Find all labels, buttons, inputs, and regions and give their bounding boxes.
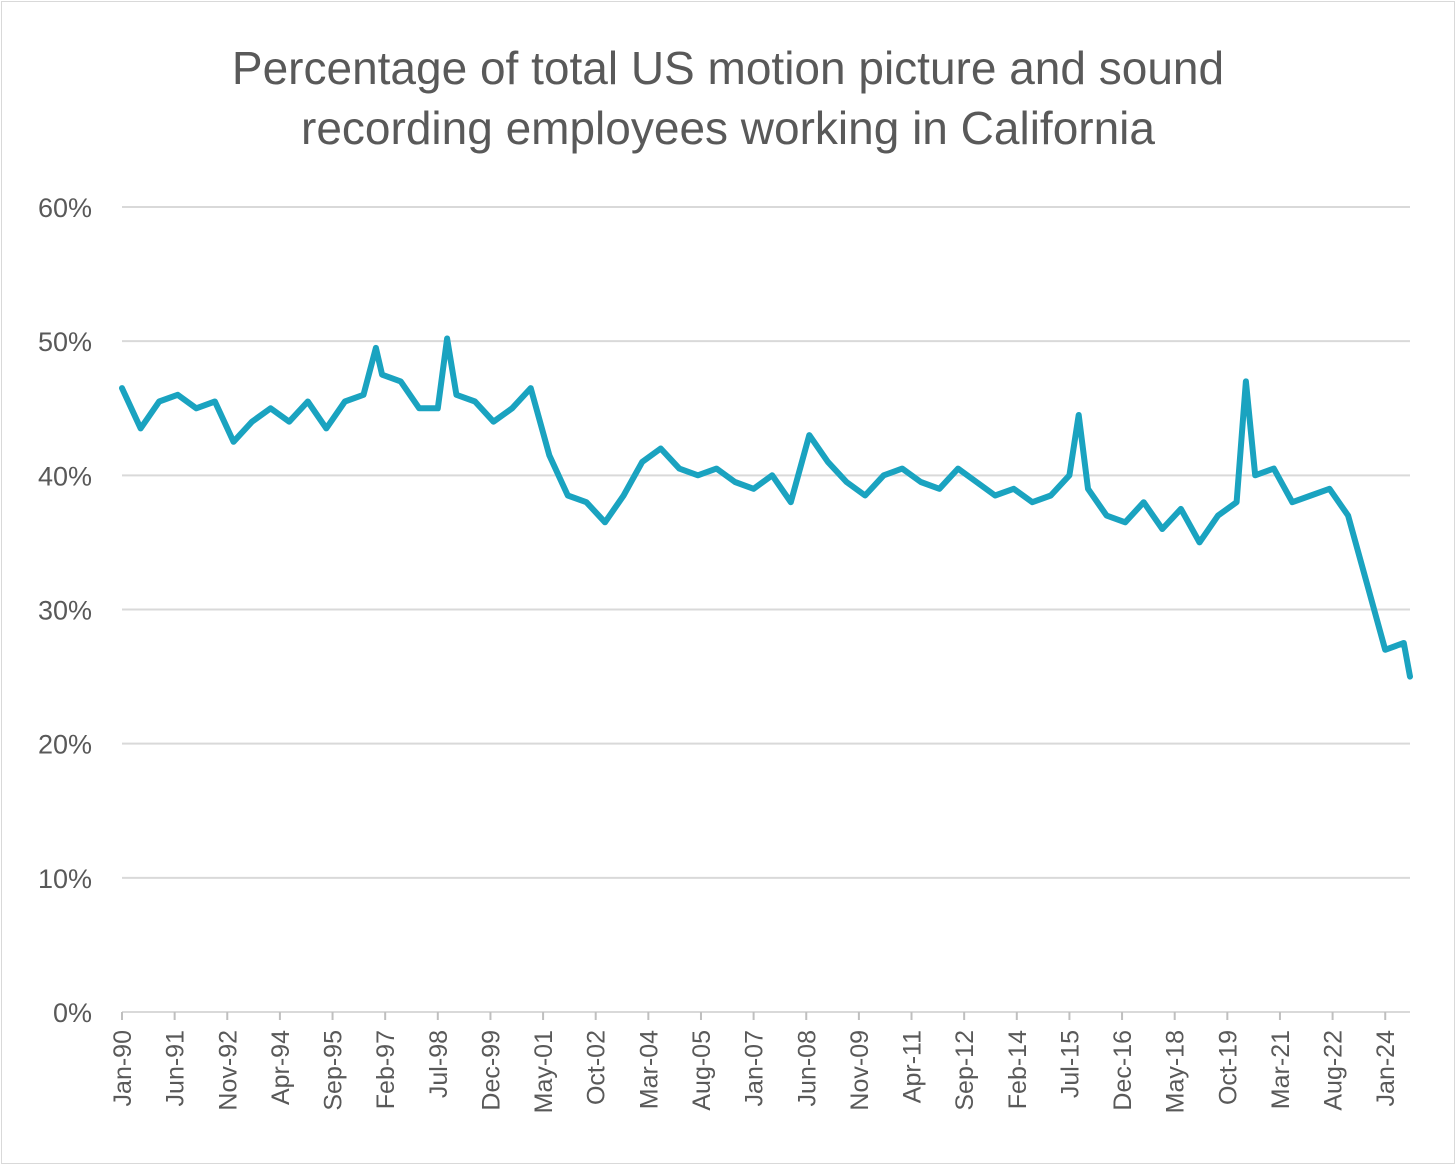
y-axis: 0% 10% 20% 30% 40% 50% 60% <box>38 193 92 1028</box>
chart-title-line-1: Percentage of total US motion picture an… <box>231 42 1225 94</box>
x-tick-label: Apr-94 <box>267 1030 295 1105</box>
x-tick-label: Jan-90 <box>109 1030 137 1106</box>
x-tick-label: May-18 <box>1162 1030 1190 1113</box>
y-tick-label: 40% <box>38 461 92 491</box>
x-tick-label: Jul-15 <box>1056 1030 1084 1098</box>
x-tick-label: Aug-22 <box>1320 1030 1348 1111</box>
x-tick-label: Jun-08 <box>793 1030 821 1106</box>
y-tick-label: 0% <box>53 998 92 1028</box>
x-tick-label: Dec-16 <box>1109 1030 1137 1111</box>
x-tick-label: Jun-91 <box>162 1030 190 1106</box>
x-axis: Jan-90 Jun-91 Nov-92 Apr-94 Sep-95 Feb-97 Jul-… <box>109 1011 1410 1113</box>
y-tick-label: 10% <box>38 864 92 894</box>
x-tick-label: Feb-14 <box>1004 1030 1032 1109</box>
x-tick-label: Nov-09 <box>846 1030 874 1111</box>
x-tick-label: Mar-04 <box>635 1030 663 1109</box>
chart-title: Percentage of total US motion picture an… <box>0 38 1456 158</box>
y-tick-label: 50% <box>38 327 92 357</box>
x-tick-label: Sep-95 <box>320 1030 348 1111</box>
series-line <box>119 335 1413 680</box>
x-tick-label: Dec-99 <box>477 1030 505 1111</box>
x-tick-label: Oct-19 <box>1214 1030 1242 1105</box>
x-tick-label: Jan-24 <box>1372 1030 1400 1107</box>
x-tick-label: Oct-02 <box>583 1030 611 1105</box>
x-tick-label: Aug-05 <box>688 1030 716 1111</box>
x-tick-label: Jan-07 <box>741 1030 769 1106</box>
plot-area <box>119 335 1413 680</box>
x-tick-label: Apr-11 <box>899 1030 927 1103</box>
chart-title-line-2: recording employees working in Californi… <box>301 102 1155 154</box>
x-tick-label: Nov-92 <box>214 1030 242 1111</box>
x-tick-label: Feb-97 <box>372 1030 400 1109</box>
x-tick-label: Mar-21 <box>1267 1030 1295 1109</box>
y-tick-label: 30% <box>38 596 92 626</box>
y-tick-label: 20% <box>38 730 92 760</box>
gridlines <box>122 206 1410 879</box>
x-tick-label: Jul-98 <box>425 1030 453 1098</box>
y-tick-label: 60% <box>38 193 92 223</box>
x-tick-label: Sep-12 <box>951 1030 979 1111</box>
x-tick-label: May-01 <box>530 1030 558 1113</box>
